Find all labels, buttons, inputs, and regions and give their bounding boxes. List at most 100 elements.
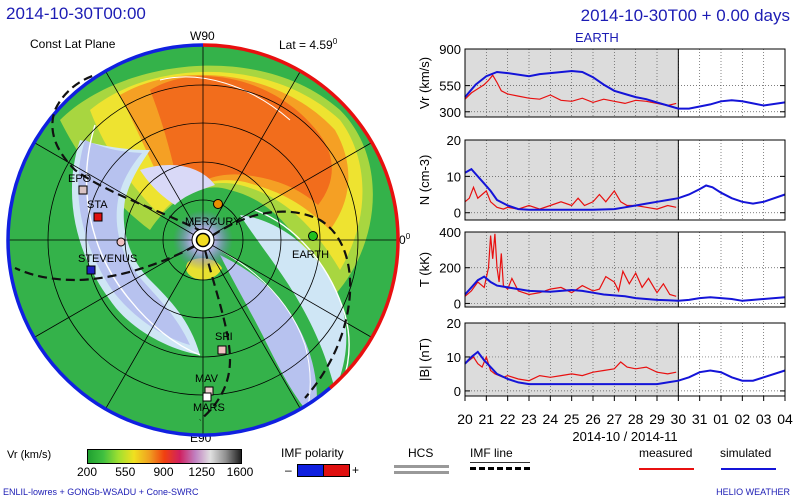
panel-frame [464, 48, 786, 118]
colorbar-tick-label: 550 [115, 465, 136, 479]
body-label-stevenus: STEVENUS [78, 253, 137, 265]
y-axis-label: N (cm-3) [417, 155, 432, 206]
lat-label-superscript: 0 [332, 37, 338, 46]
y-tick-label: 550 [439, 79, 461, 94]
zero-degree-superscript: 0 [405, 232, 411, 241]
imf-polarity-minus: – [285, 463, 292, 477]
imf-line-legend-swatch [470, 462, 530, 472]
hcs-line-left [85, 124, 201, 356]
colorbar-tick-label: 900 [153, 465, 174, 479]
x-tick-label: 22 [500, 411, 516, 427]
y-tick-label: 20 [447, 316, 461, 331]
imf-line-1 [51, 73, 204, 233]
colorbar [87, 449, 242, 464]
imf-polarity-negative-swatch [297, 464, 324, 477]
body-label-mercury: MERCURY [185, 216, 241, 228]
w90-label: W90 [190, 29, 215, 43]
body-marker-sta [93, 212, 103, 222]
body-marker-earth [308, 231, 318, 241]
y-tick-label: 0 [454, 296, 461, 311]
footer-brand: HELIO WEATHER [716, 487, 790, 497]
x-tick-label: 25 [564, 411, 580, 427]
series-line-measured [464, 355, 677, 382]
x-tick-label: 20 [457, 411, 473, 427]
imf-line-swatch-dashed [470, 467, 530, 470]
imf-polarity-label: IMF polarity [281, 446, 344, 460]
imf-line-4 [199, 249, 232, 421]
body-label-mars: MARS [193, 402, 225, 414]
series-line-simulated [464, 350, 786, 386]
hcs-label: HCS [408, 446, 434, 460]
measured-legend-line [639, 468, 694, 470]
body-label-sta: STA [87, 199, 108, 211]
imf-polarity-positive-swatch [323, 464, 350, 477]
y-tick-label: 10 [447, 169, 461, 184]
x-tick-label: 31 [692, 411, 708, 427]
zero-degree-label: 00 [399, 232, 410, 247]
venus-marker [116, 237, 126, 247]
pale-band-center [140, 165, 215, 205]
x-tick-label: 30 [671, 411, 687, 427]
imf-polarity-arc-positive [202, 43, 400, 390]
header-left-timestamp: 2014-10-30T00:00 [6, 4, 146, 23]
x-tick-label: 21 [479, 411, 495, 427]
lightblue-band-right [240, 215, 347, 390]
x-tick-label: 23 [521, 411, 537, 427]
body-marker-spi [217, 345, 227, 355]
y-tick-label: 300 [439, 105, 461, 120]
panel-subtitle: EARTH [575, 30, 619, 45]
imf-line-label: IMF line [470, 446, 513, 460]
simulated-legend-label: simulated [720, 446, 772, 460]
series-line-measured [464, 74, 677, 107]
imf-polarity-arc-negative [6, 43, 332, 437]
lat-label-text: Lat = 4.59 [279, 38, 333, 52]
body-label-spi: SPI [215, 331, 233, 343]
series-line-simulated [464, 69, 786, 110]
x-tick-label: 01 [713, 411, 729, 427]
y-tick-label: 10 [447, 350, 461, 365]
const-lat-plane-label: Const Lat Plane [30, 37, 116, 51]
body-marker-epo [78, 185, 88, 195]
y-axis-label: |B| (nT) [417, 338, 432, 381]
imf-line-2 [14, 245, 196, 282]
header-right-title: 2014-10-30T00 + 0.00 days [580, 6, 790, 25]
y-tick-label: 400 [439, 225, 461, 240]
y-tick-label: 200 [439, 261, 461, 276]
hcs-line-right [254, 209, 350, 391]
sun-icon [195, 232, 211, 248]
lavender-band-lower [220, 255, 317, 420]
body-label-epo: EPO [68, 173, 92, 185]
x-tick-label: 28 [628, 411, 644, 427]
y-tick-label: 0 [454, 206, 461, 221]
lat-label: Lat = 4.590 [279, 37, 337, 52]
colorbar-tick-label: 200 [76, 465, 98, 479]
colorbar-tick-label: 1250 [188, 465, 216, 479]
y-axis-label: Vr (km/s) [417, 57, 432, 109]
body-label-mav: MAV [195, 373, 219, 385]
zero-degree-text: 0 [399, 233, 406, 247]
body-marker-stevenus [86, 265, 96, 275]
footer-model-info: ENLIL-lowres + GONGb-WSADU + Cone-SWRC [3, 487, 199, 497]
hcs-legend-swatch [394, 465, 449, 474]
x-tick-label: 26 [585, 411, 601, 427]
x-tick-label: 29 [649, 411, 665, 427]
body-marker-mercury [213, 199, 223, 209]
x-tick-label: 03 [756, 411, 772, 427]
body-marker-mars [202, 392, 212, 402]
x-tick-label: 27 [607, 411, 623, 427]
simulated-legend-line [721, 468, 776, 470]
imf-line-swatch-solid [470, 462, 530, 463]
series-line-simulated [464, 275, 786, 302]
panel-frame [464, 139, 786, 221]
body-label-earth: EARTH [292, 249, 329, 261]
y-tick-label: 900 [439, 42, 461, 57]
hcs-line-lower [219, 249, 311, 421]
imf-lines [14, 73, 352, 421]
colorbar-tick-label: 1600 [226, 465, 254, 479]
panel-frame [464, 322, 786, 397]
series-line-simulated [464, 167, 786, 211]
x-axis-label: 2014-10 / 2014-11 [572, 429, 677, 444]
